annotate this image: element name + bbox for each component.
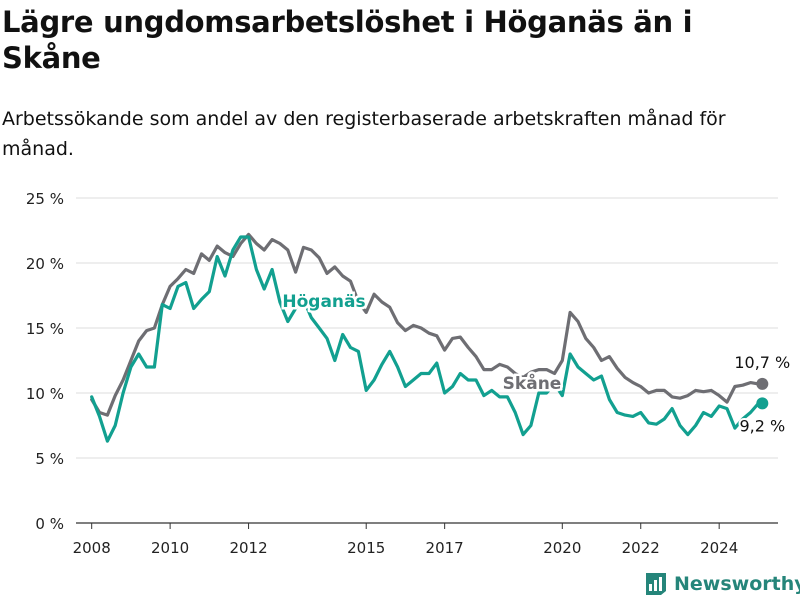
end-point-skne: [756, 377, 769, 390]
x-axis-ticks: 2008 2010 2012 2015 2017 2020 2022 2024: [73, 523, 738, 557]
gridlines: [76, 197, 778, 524]
newsworthy-logo-icon: [646, 573, 666, 595]
x-tick-label: 2010: [151, 539, 189, 557]
series-lines: [90, 232, 764, 443]
y-axis-ticks: 0 % 5 % 10 % 15 % 20 % 25 %: [26, 190, 64, 533]
x-tick-label: 2017: [426, 539, 464, 557]
x-tick-label: 2012: [229, 539, 267, 557]
y-tick-label: 25 %: [26, 190, 64, 208]
chart-title: Lägre ungdomsarbetslöshet i Höganäs än i…: [2, 5, 693, 75]
series-line-skne: [90, 232, 764, 417]
x-tick-label: 2015: [347, 539, 385, 557]
y-tick-label: 0 %: [35, 515, 64, 533]
brand-name: Newsworthy: [674, 573, 800, 595]
end-value-label-hgans: 9,2 %: [739, 416, 785, 435]
chart-subtitle: Arbetssökande som andel av den registerb…: [2, 108, 726, 160]
y-tick-label: 20 %: [26, 255, 64, 273]
y-tick-label: 10 %: [26, 385, 64, 403]
x-tick-label: 2020: [543, 539, 581, 557]
x-tick-label: 2022: [622, 539, 660, 557]
series-name-label-skne: Skåne: [503, 372, 562, 394]
series-line-hgans: [90, 235, 764, 443]
end-value-label-skne: 10,7 %: [734, 353, 790, 372]
series-labels: 10,7 % Skåne 9,2 % Höganäs: [280, 290, 792, 438]
x-tick-label: 2008: [73, 539, 111, 557]
x-tick-label: 2024: [700, 539, 738, 557]
end-point-hgans: [756, 397, 769, 410]
y-tick-label: 5 %: [35, 450, 64, 468]
y-tick-label: 15 %: [26, 320, 64, 338]
series-name-label-hgans: Höganäs: [282, 292, 365, 312]
brand-logo: Newsworthy: [644, 570, 800, 598]
